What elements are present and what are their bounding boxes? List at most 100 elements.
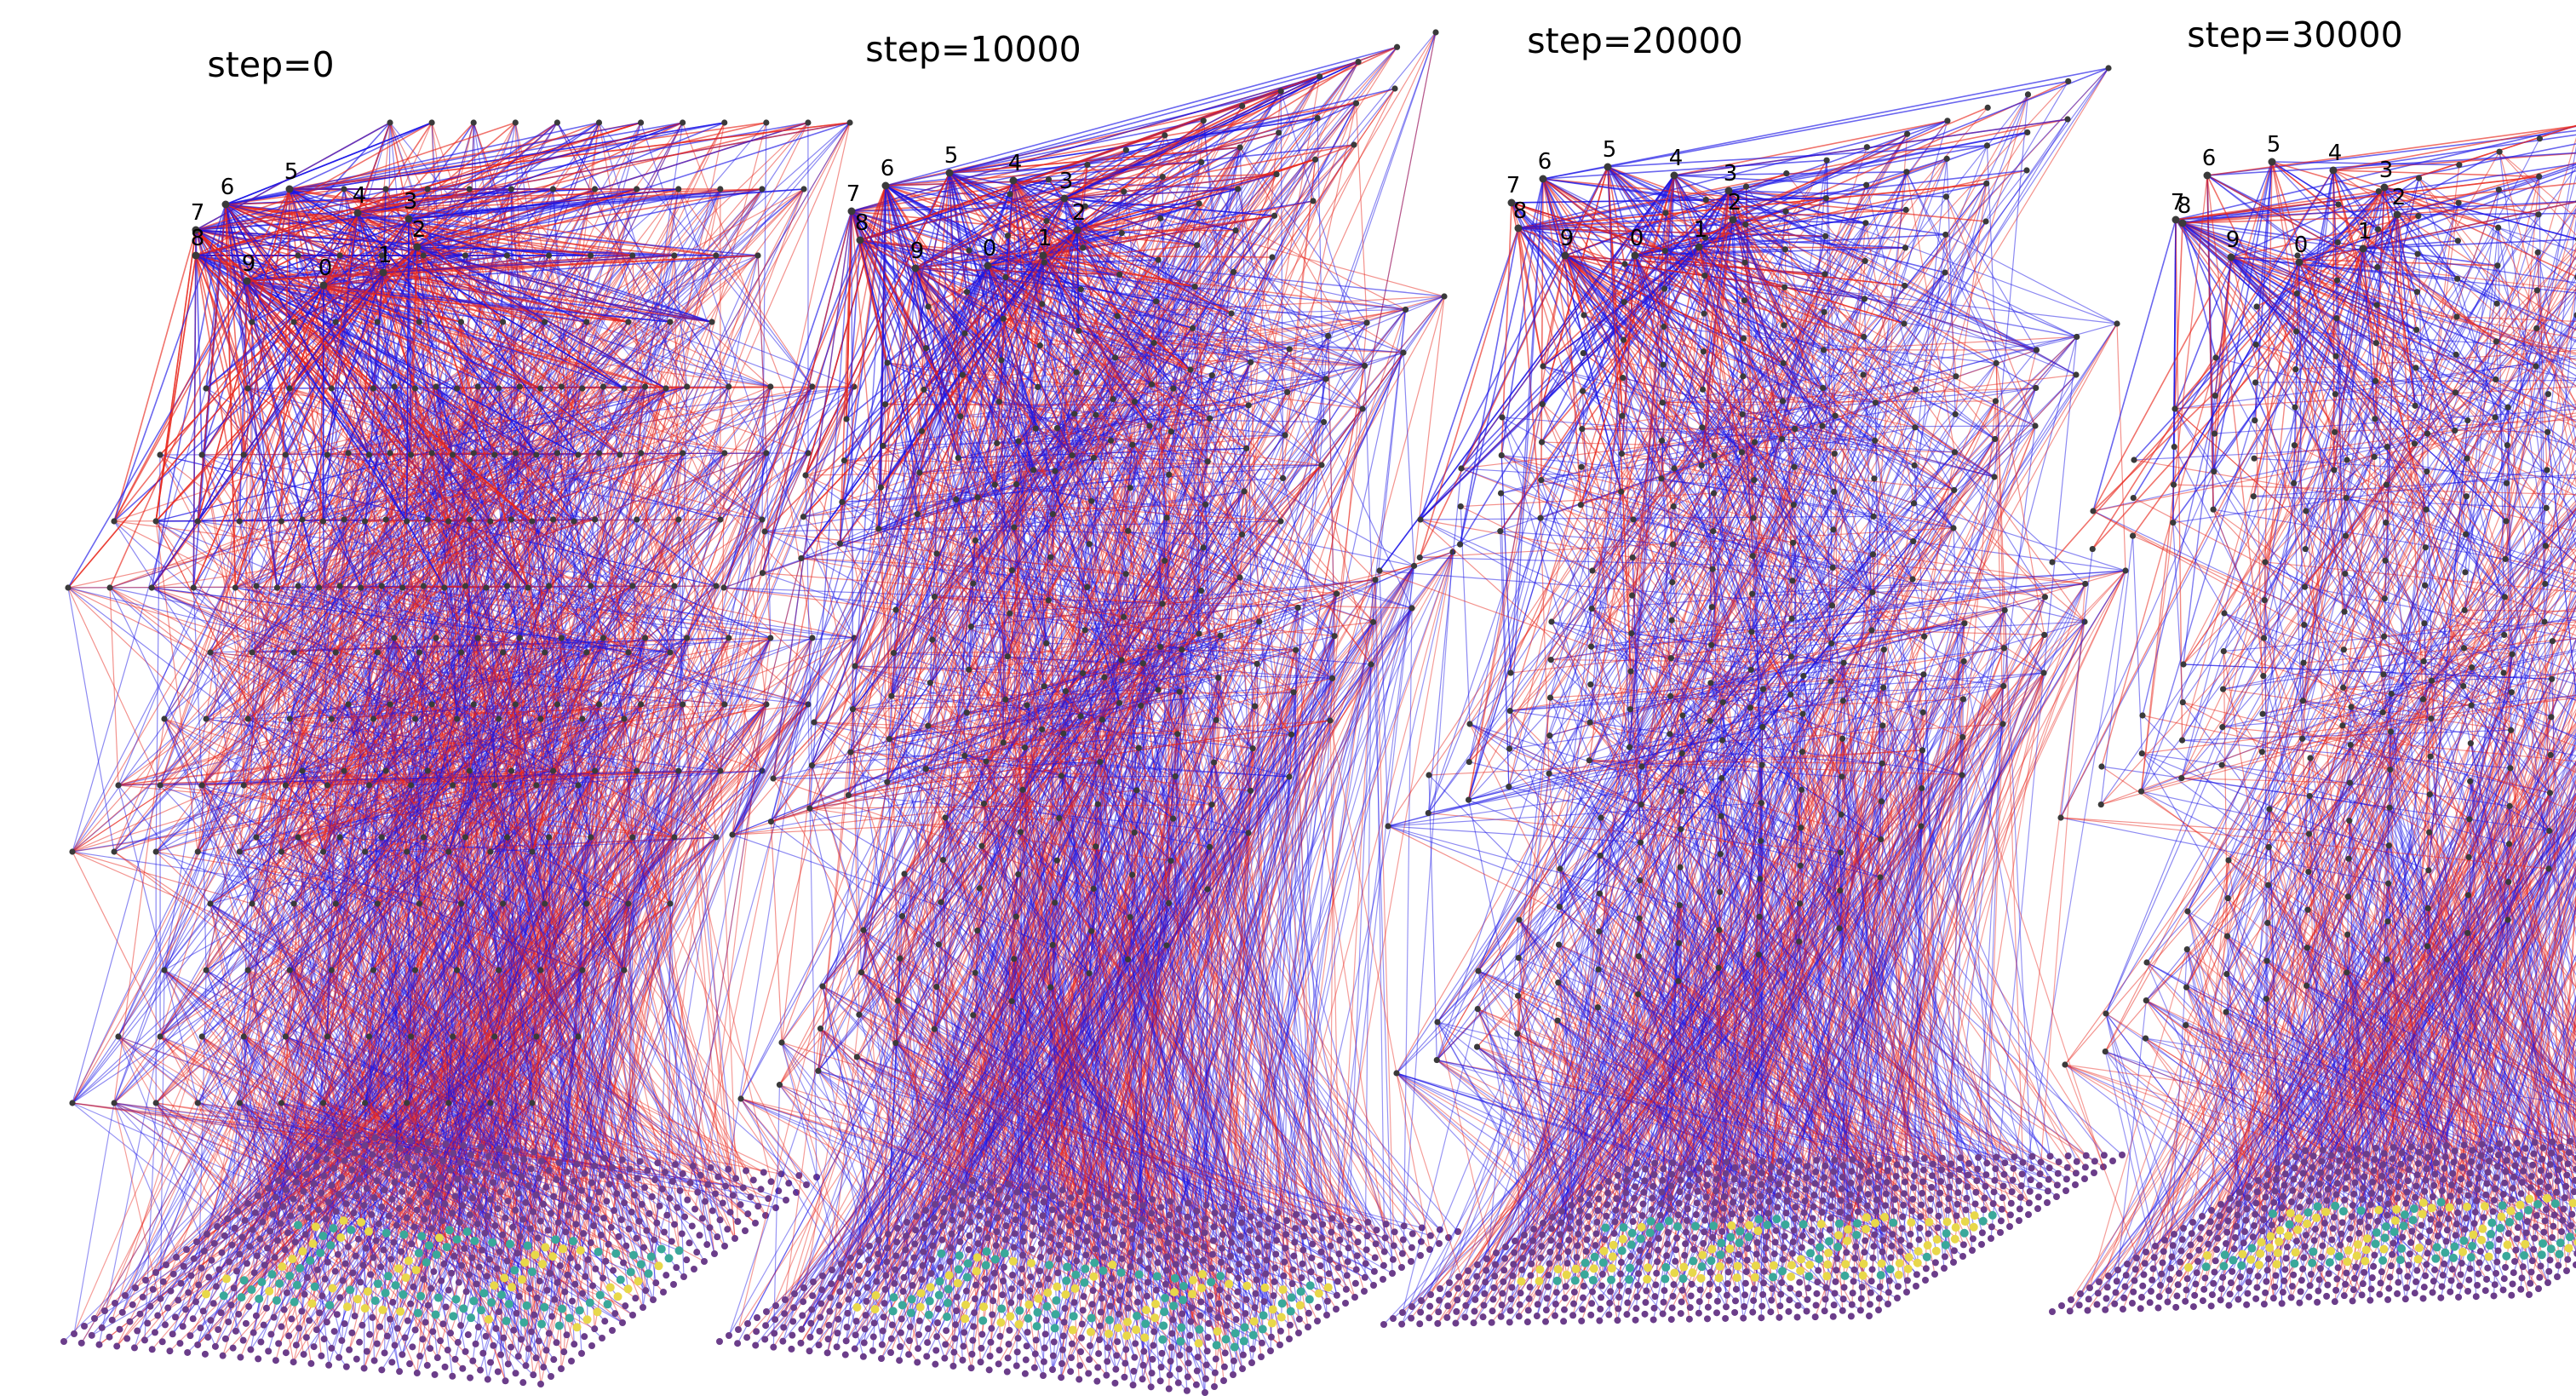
- input-pixel-node: [518, 1275, 527, 1284]
- hidden-neuron-node: [545, 252, 553, 259]
- input-pixel-node: [183, 1246, 190, 1253]
- hidden-neuron-node: [500, 900, 507, 907]
- input-pixel-node: [339, 1216, 348, 1226]
- input-pixel-node: [307, 1359, 315, 1367]
- input-pixel-node: [739, 1184, 747, 1192]
- input-pixel-node: [654, 1261, 663, 1271]
- hidden-neuron-node: [433, 635, 439, 641]
- input-pixel-node: [550, 1356, 558, 1364]
- positive-weight-edge: [502, 903, 737, 1179]
- positive-weight-edge: [540, 969, 660, 1267]
- negative-weight-edge: [67, 587, 115, 853]
- input-pixel-node: [77, 1339, 85, 1347]
- hidden-neuron-node: [295, 252, 301, 259]
- positive-weight-edge: [720, 770, 738, 1222]
- input-pixel-node: [419, 1172, 427, 1180]
- input-pixel-node: [267, 1227, 274, 1235]
- input-pixel-node: [551, 1295, 559, 1303]
- input-pixel-node: [373, 1340, 381, 1347]
- hidden-neuron-node: [554, 119, 560, 126]
- hidden-neuron-node: [846, 119, 853, 126]
- positive-weight-edge: [113, 1102, 166, 1325]
- input-pixel-node: [651, 1236, 658, 1244]
- input-pixel-node: [619, 1319, 626, 1326]
- input-pixel-node: [175, 1296, 182, 1304]
- negative-weight-edge: [293, 903, 387, 1233]
- input-pixel-node: [456, 1219, 463, 1227]
- input-pixel-node: [91, 1315, 98, 1322]
- positive-weight-edge: [290, 1102, 366, 1319]
- input-pixel-node: [494, 1368, 502, 1376]
- input-pixel-node: [256, 1235, 264, 1243]
- input-pixel-node: [608, 1163, 616, 1171]
- positive-weight-edge: [99, 903, 671, 1346]
- input-pixel-node: [553, 1175, 560, 1183]
- positive-weight-edge: [155, 1036, 328, 1273]
- input-pixel-node: [307, 1299, 317, 1308]
- input-pixel-node: [346, 1285, 355, 1295]
- input-pixel-node: [292, 1341, 300, 1349]
- positive-weight-edge: [582, 969, 611, 1185]
- negative-weight-edge: [243, 1036, 319, 1210]
- input-pixel-node: [620, 1259, 628, 1267]
- input-pixel-node: [522, 1198, 530, 1206]
- hidden-neuron-node: [508, 516, 515, 523]
- input-pixel-node: [367, 1271, 375, 1278]
- negative-weight-edge: [244, 1036, 537, 1221]
- hidden-neuron-node: [466, 186, 473, 192]
- input-pixel-node: [300, 1187, 307, 1195]
- negative-weight-edge: [244, 1036, 522, 1177]
- input-pixel-node: [545, 1167, 553, 1175]
- output-label: 6: [221, 175, 235, 200]
- input-pixel-node: [249, 1226, 256, 1233]
- input-pixel-node: [661, 1228, 668, 1236]
- hidden-neuron-node: [290, 319, 297, 325]
- hidden-neuron-node: [667, 649, 674, 656]
- input-pixel-node: [477, 1143, 485, 1151]
- input-pixel-node: [569, 1237, 578, 1246]
- input-pixel-node: [554, 1321, 564, 1330]
- hidden-neuron-node: [203, 385, 209, 392]
- negative-weight-edge: [198, 1102, 743, 1189]
- input-pixel-node: [432, 1148, 439, 1156]
- input-pixel-node: [459, 1304, 468, 1313]
- input-pixel-node: [451, 1192, 459, 1200]
- input-pixel-node: [602, 1257, 610, 1265]
- positive-weight-edge: [312, 770, 638, 1244]
- input-pixel-node: [388, 1195, 396, 1203]
- input-pixel-node: [195, 1281, 203, 1289]
- input-pixel-node: [420, 1275, 427, 1283]
- input-pixel-node: [370, 1254, 377, 1261]
- input-pixel-node: [656, 1202, 663, 1209]
- positive-weight-edge: [330, 969, 458, 1246]
- hidden-neuron-node: [542, 900, 548, 907]
- input-pixel-node: [674, 1204, 681, 1211]
- input-pixel-node: [644, 1269, 653, 1278]
- hidden-neuron-node: [282, 1033, 289, 1040]
- input-pixel-node: [469, 1357, 477, 1364]
- hidden-neuron-node: [717, 767, 724, 774]
- input-pixel-node: [472, 1340, 479, 1347]
- input-pixel-node: [359, 1261, 367, 1269]
- input-pixel-node: [605, 1240, 612, 1248]
- input-pixel-node: [369, 1151, 376, 1158]
- input-pixel-node: [556, 1262, 564, 1270]
- input-pixel-node: [479, 1186, 487, 1194]
- negative-weight-edge: [249, 969, 375, 1247]
- input-pixel-node: [752, 1220, 759, 1227]
- input-pixel-node: [184, 1348, 192, 1356]
- hidden-neuron-node: [529, 518, 536, 525]
- negative-weight-edge: [538, 969, 625, 1179]
- positive-weight-edge: [323, 1102, 404, 1235]
- input-pixel-node: [543, 1286, 551, 1294]
- positive-weight-edge: [169, 903, 629, 1352]
- input-pixel-node: [205, 1273, 213, 1281]
- input-pixel-node: [318, 1292, 326, 1300]
- negative-weight-edge: [506, 1102, 533, 1261]
- hidden-neuron-node: [759, 516, 766, 523]
- input-pixel-node: [389, 1135, 397, 1143]
- positive-weight-edge: [113, 229, 197, 522]
- input-pixel-node: [691, 1205, 699, 1213]
- positive-weight-edge: [533, 637, 772, 1315]
